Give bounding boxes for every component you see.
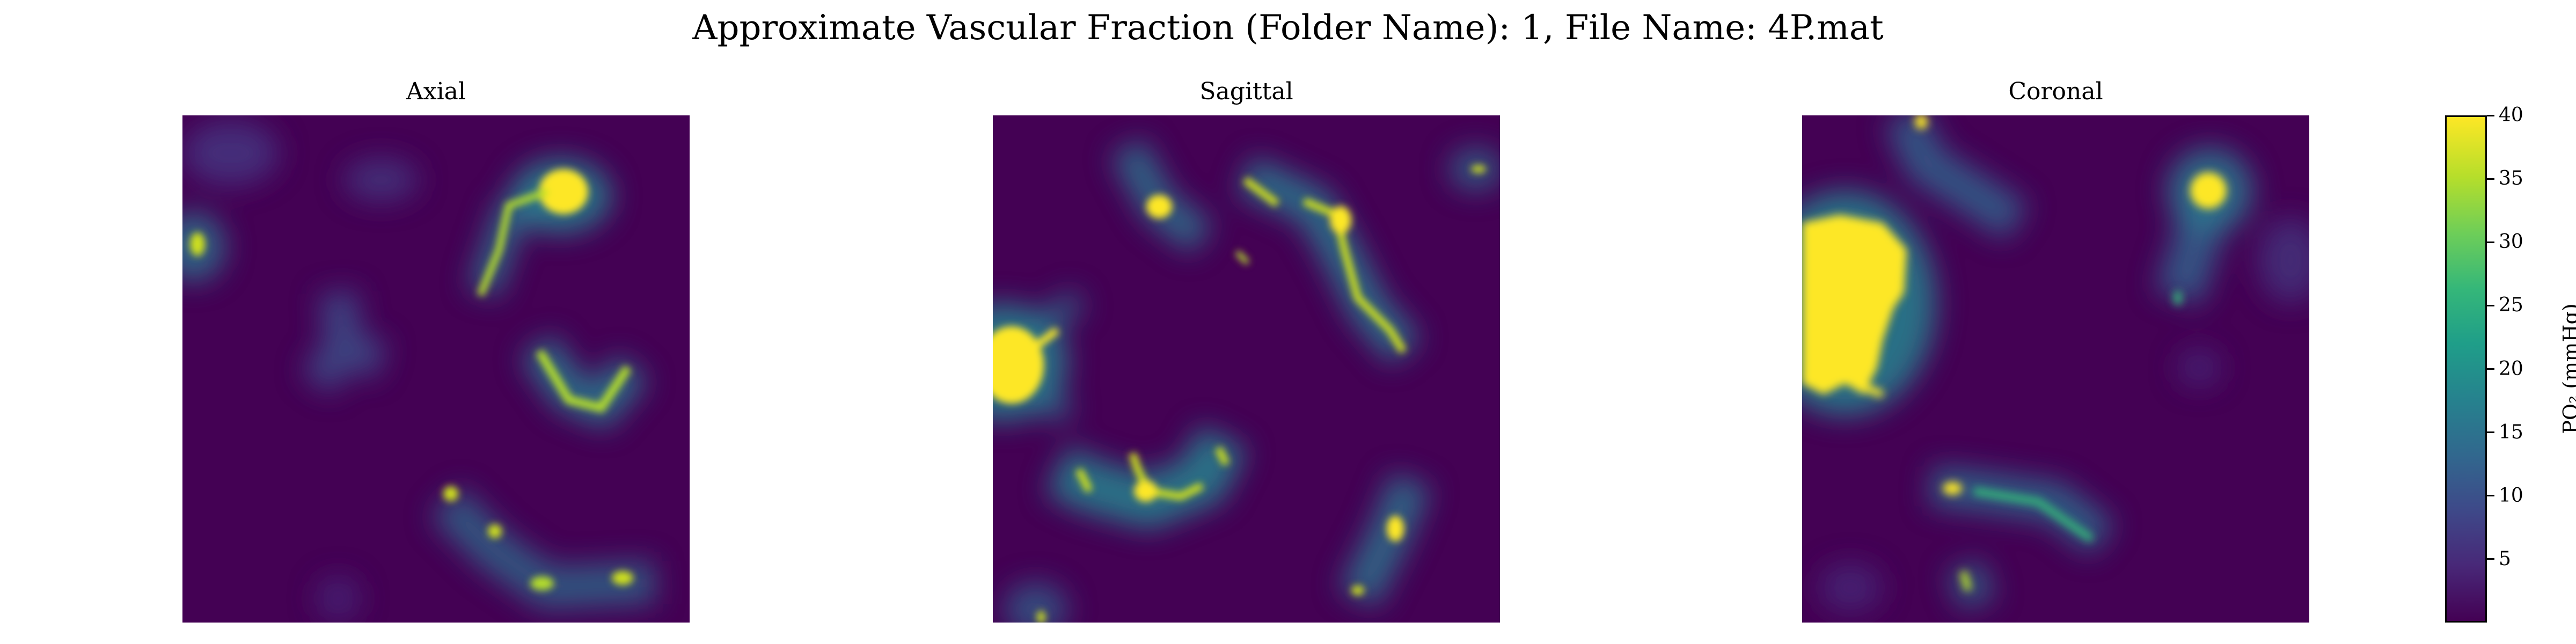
- axial-panel: Axial: [182, 78, 690, 623]
- sagittal-panel: Sagittal: [993, 78, 1500, 623]
- colorbar-tick-30: [2487, 241, 2494, 243]
- sagittal-core-bottom-left: [1037, 611, 1045, 623]
- sagittal-background: [993, 115, 1500, 623]
- axial-core-dot1: [443, 486, 458, 501]
- colorbar-tick-label-5: 5: [2499, 547, 2511, 570]
- axial-glow-top: [343, 158, 419, 201]
- coronal-core-large: [1802, 215, 1907, 394]
- coronal-core-lower-dot: [1943, 482, 1962, 495]
- colorbar-tick-40: [2487, 114, 2494, 116]
- coronal-core-tail: [2174, 290, 2182, 305]
- colorbar-tick-35: [2487, 178, 2494, 180]
- sagittal-core-upper: [1146, 195, 1172, 218]
- coronal-core-top: [1915, 115, 1928, 129]
- colorbar-label: PO₂ (mmHg): [2559, 303, 2576, 434]
- sagittal-core-left: [993, 326, 1044, 404]
- sagittal-core-layer: [993, 165, 1486, 623]
- colorbar-tick-10: [2487, 495, 2494, 497]
- sagittal-core-small: [1235, 250, 1250, 265]
- sagittal-core-left-spike: [1033, 327, 1060, 349]
- colorbar-tick-label-20: 20: [2499, 357, 2523, 380]
- coronal-core-large-tail: [1860, 383, 1884, 398]
- coronal-panel: Coronal: [1802, 78, 2309, 623]
- colorbar-tick-5: [2487, 558, 2494, 560]
- axial-glow-y: [301, 290, 389, 395]
- axial-core-blob: [539, 169, 588, 214]
- axial-glow-chain: [430, 486, 656, 610]
- sagittal-heatmap: [993, 115, 1500, 623]
- sagittal-core-cluster-dot: [1134, 480, 1158, 502]
- coronal-title: Coronal: [2008, 78, 2103, 105]
- coronal-glow-top: [1884, 115, 2029, 241]
- axial-core-dot2: [488, 524, 502, 538]
- colorbar-tick-20: [2487, 368, 2494, 370]
- colorbar-tick-label-35: 35: [2499, 167, 2523, 190]
- coronal-core-lower-vessel: [1973, 487, 2095, 543]
- colorbar-tick-25: [2487, 304, 2494, 306]
- axial-core-dot4: [612, 571, 633, 585]
- colorbar-tick-label-10: 10: [2499, 484, 2523, 507]
- coronal-core-bottom: [1959, 570, 1972, 591]
- sagittal-title: Sagittal: [1199, 78, 1293, 105]
- axial-core-layer: [190, 169, 633, 590]
- sagittal-core-lower: [1387, 516, 1404, 541]
- axial-core-v: [536, 349, 632, 413]
- axial-glow-bottom: [317, 577, 360, 620]
- sagittal-core-vessel: [1242, 177, 1407, 354]
- axial-core-left: [190, 232, 205, 256]
- sagittal-glow-bottom-left: [1004, 582, 1068, 623]
- coronal-glow-far-right: [2258, 217, 2309, 303]
- colorbar-tick-label-25: 25: [2499, 294, 2523, 317]
- figure-title: Approximate Vascular Fraction (Folder Na…: [692, 8, 1884, 48]
- colorbar-tick-label-30: 30: [2499, 231, 2523, 253]
- colorbar-gradient: [2445, 115, 2487, 623]
- colorbar-tick-15: [2487, 431, 2494, 434]
- sagittal-core-knob: [1330, 206, 1351, 234]
- sagittal-core-right: [1471, 165, 1486, 173]
- sagittal-core-lower-dot: [1351, 586, 1364, 595]
- colorbar: 5 10 15 20 25 30 35 40: [2445, 105, 2523, 623]
- coronal-core-layer: [1802, 115, 2227, 591]
- axial-heatmap: [182, 115, 690, 623]
- coronal-glow-bottom-left: [1818, 564, 1883, 612]
- coronal-heatmap: [1802, 115, 2309, 623]
- coronal-glow-mid: [2178, 349, 2221, 386]
- axial-core-dot3: [530, 576, 554, 590]
- axial-core-vessel: [477, 188, 549, 297]
- colorbar-tick-label-40: 40: [2499, 104, 2523, 126]
- colorbar-tick-label-15: 15: [2499, 421, 2523, 443]
- sagittal-glow-cluster: [1045, 425, 1248, 530]
- axial-title: Axial: [406, 78, 466, 105]
- coronal-core-right: [2190, 172, 2227, 209]
- axial-glow-topleft: [182, 121, 279, 185]
